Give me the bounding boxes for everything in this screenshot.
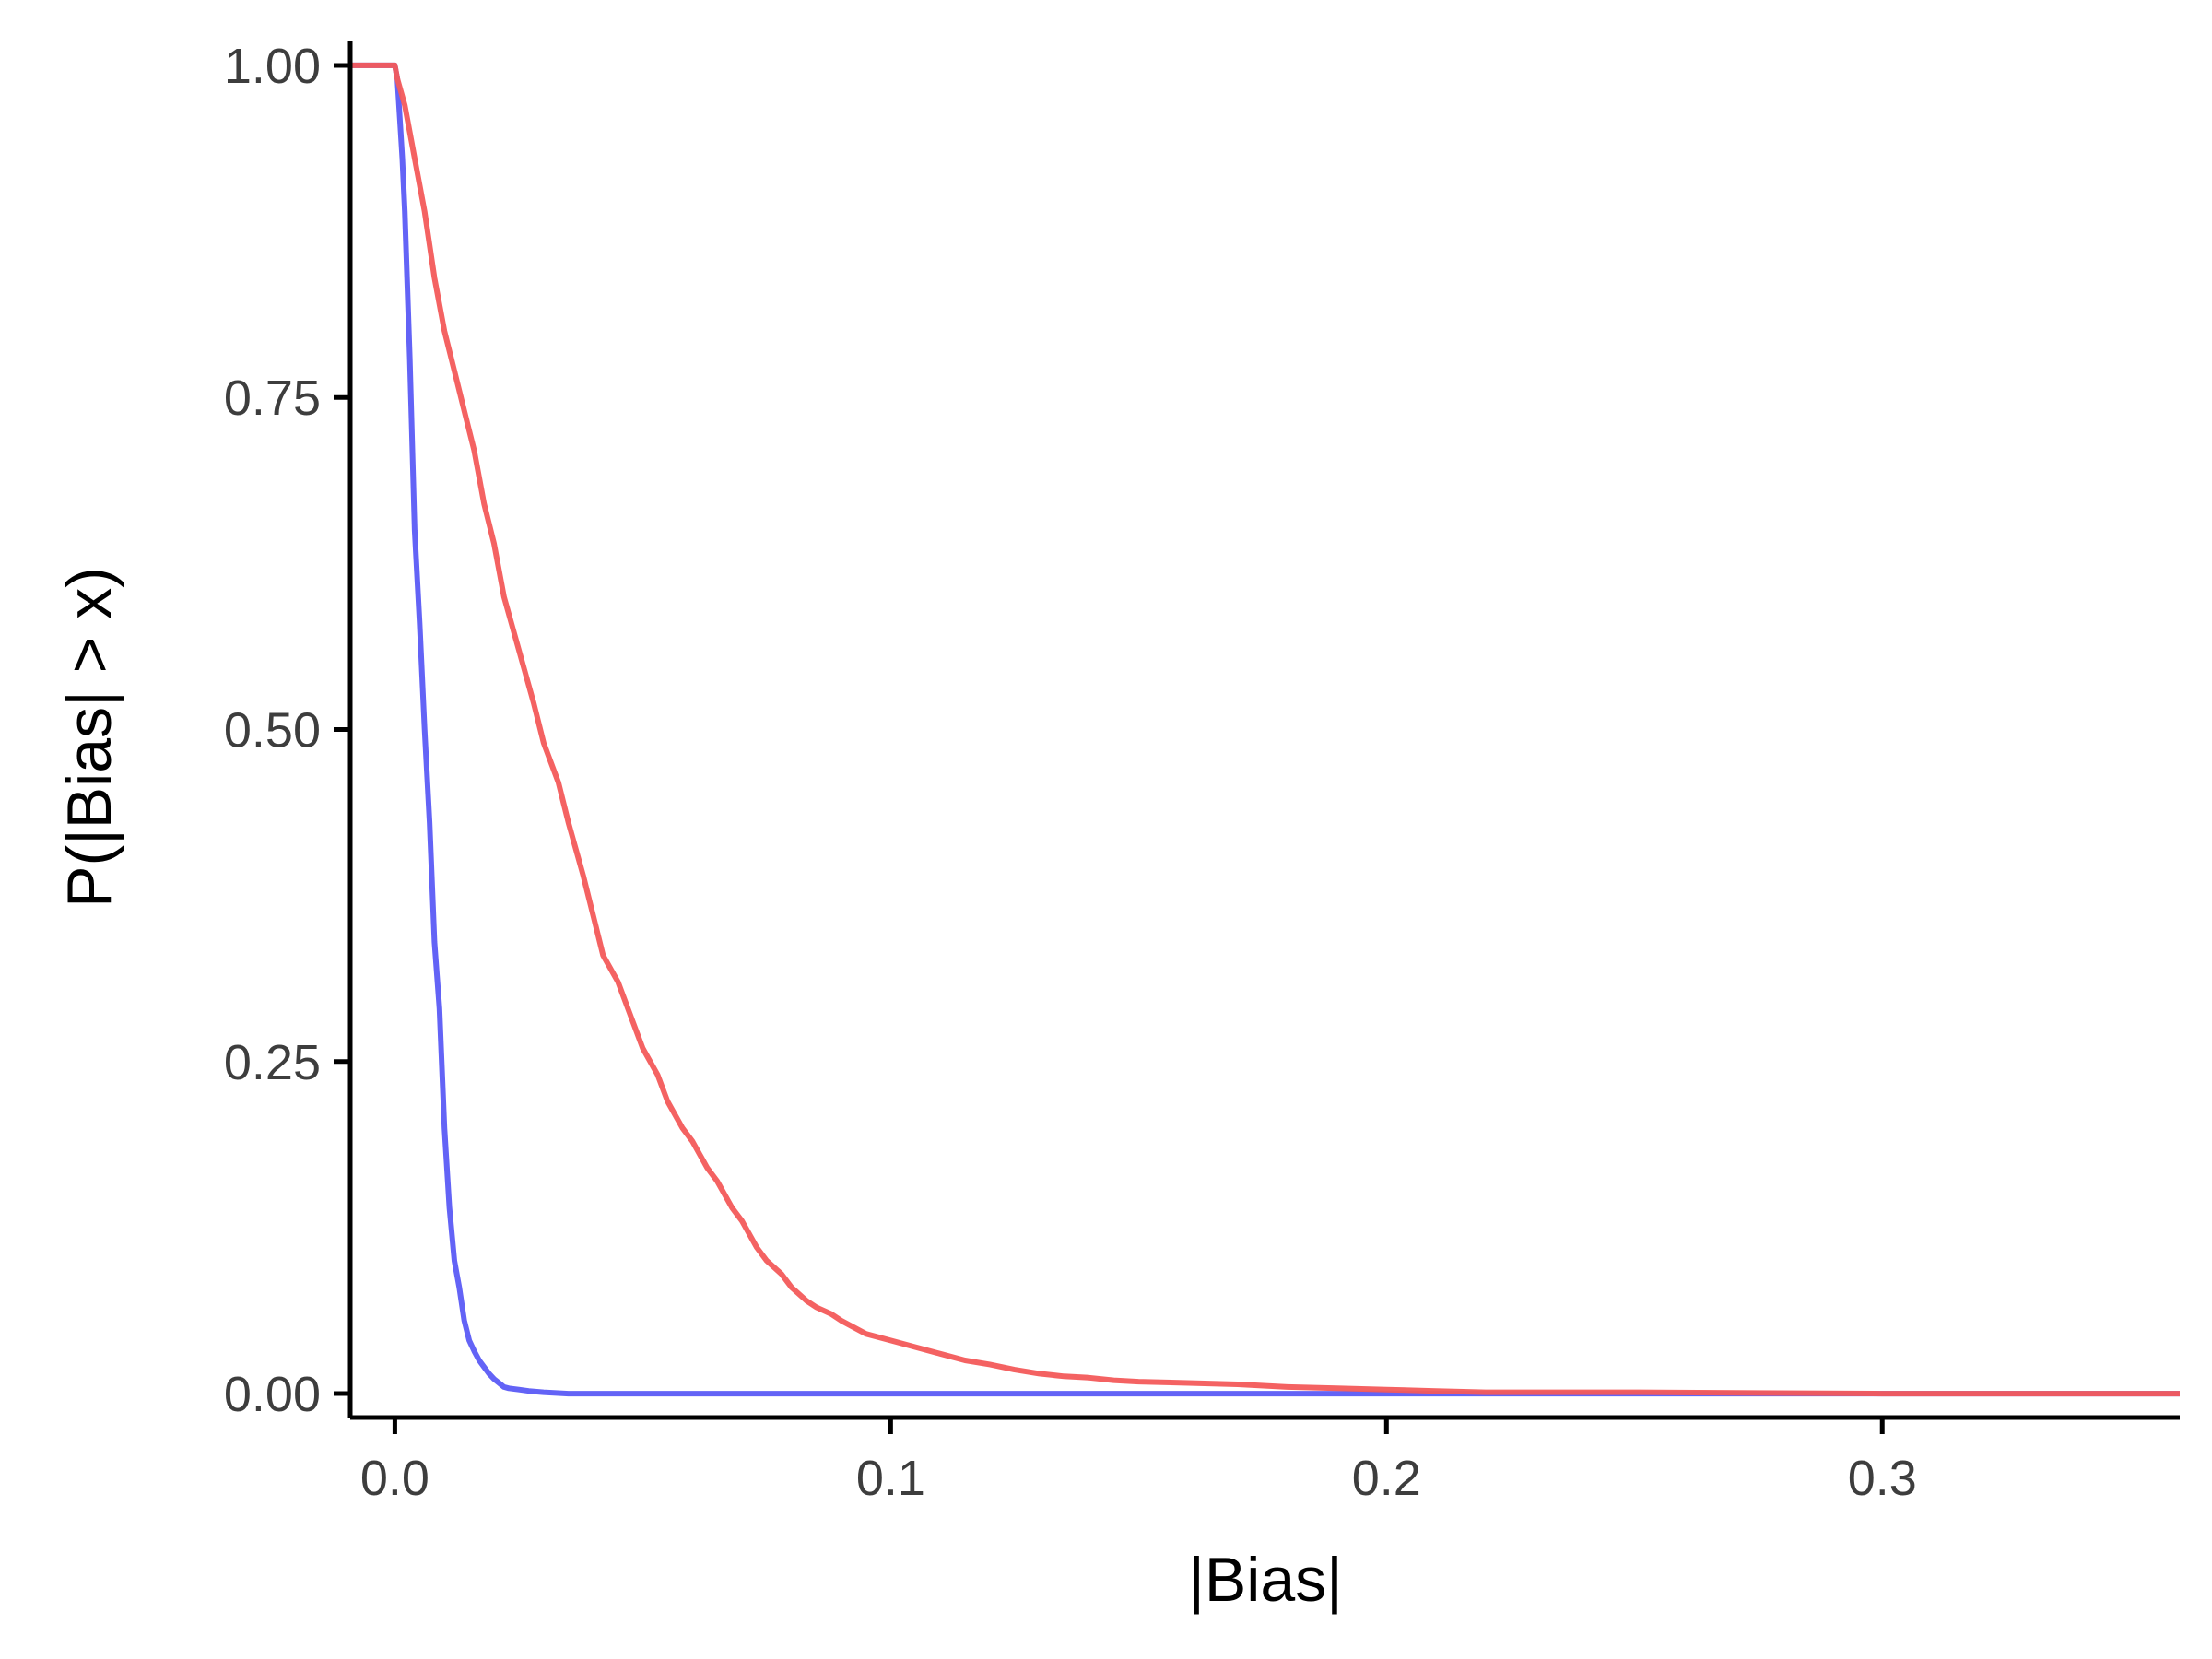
x-tick-label: 0.0 <box>360 1451 429 1506</box>
y-tick-label: 1.00 <box>224 39 321 94</box>
y-axis-ticks: 0.00 0.25 0.50 0.75 1.00 <box>224 39 350 1422</box>
y-axis-title: P(|Bias| > x) <box>54 567 124 908</box>
y-tick-label: 0.75 <box>224 371 321 426</box>
y-tick-label: 0.25 <box>224 1035 321 1090</box>
series-line-1 <box>350 62 2180 1397</box>
y-tick-label: 0.00 <box>224 1367 321 1422</box>
x-tick-label: 0.1 <box>856 1451 925 1506</box>
x-axis-title: |Bias| <box>1188 1545 1343 1615</box>
y-tick-label: 0.50 <box>224 703 321 759</box>
series-line-2 <box>350 62 2180 1397</box>
plot-area <box>350 62 2180 1397</box>
x-axis-ticks: 0.0 0.1 0.2 0.3 <box>360 1418 1917 1506</box>
x-tick-label: 0.2 <box>1352 1451 1421 1506</box>
x-tick-label: 0.3 <box>1848 1451 1917 1506</box>
